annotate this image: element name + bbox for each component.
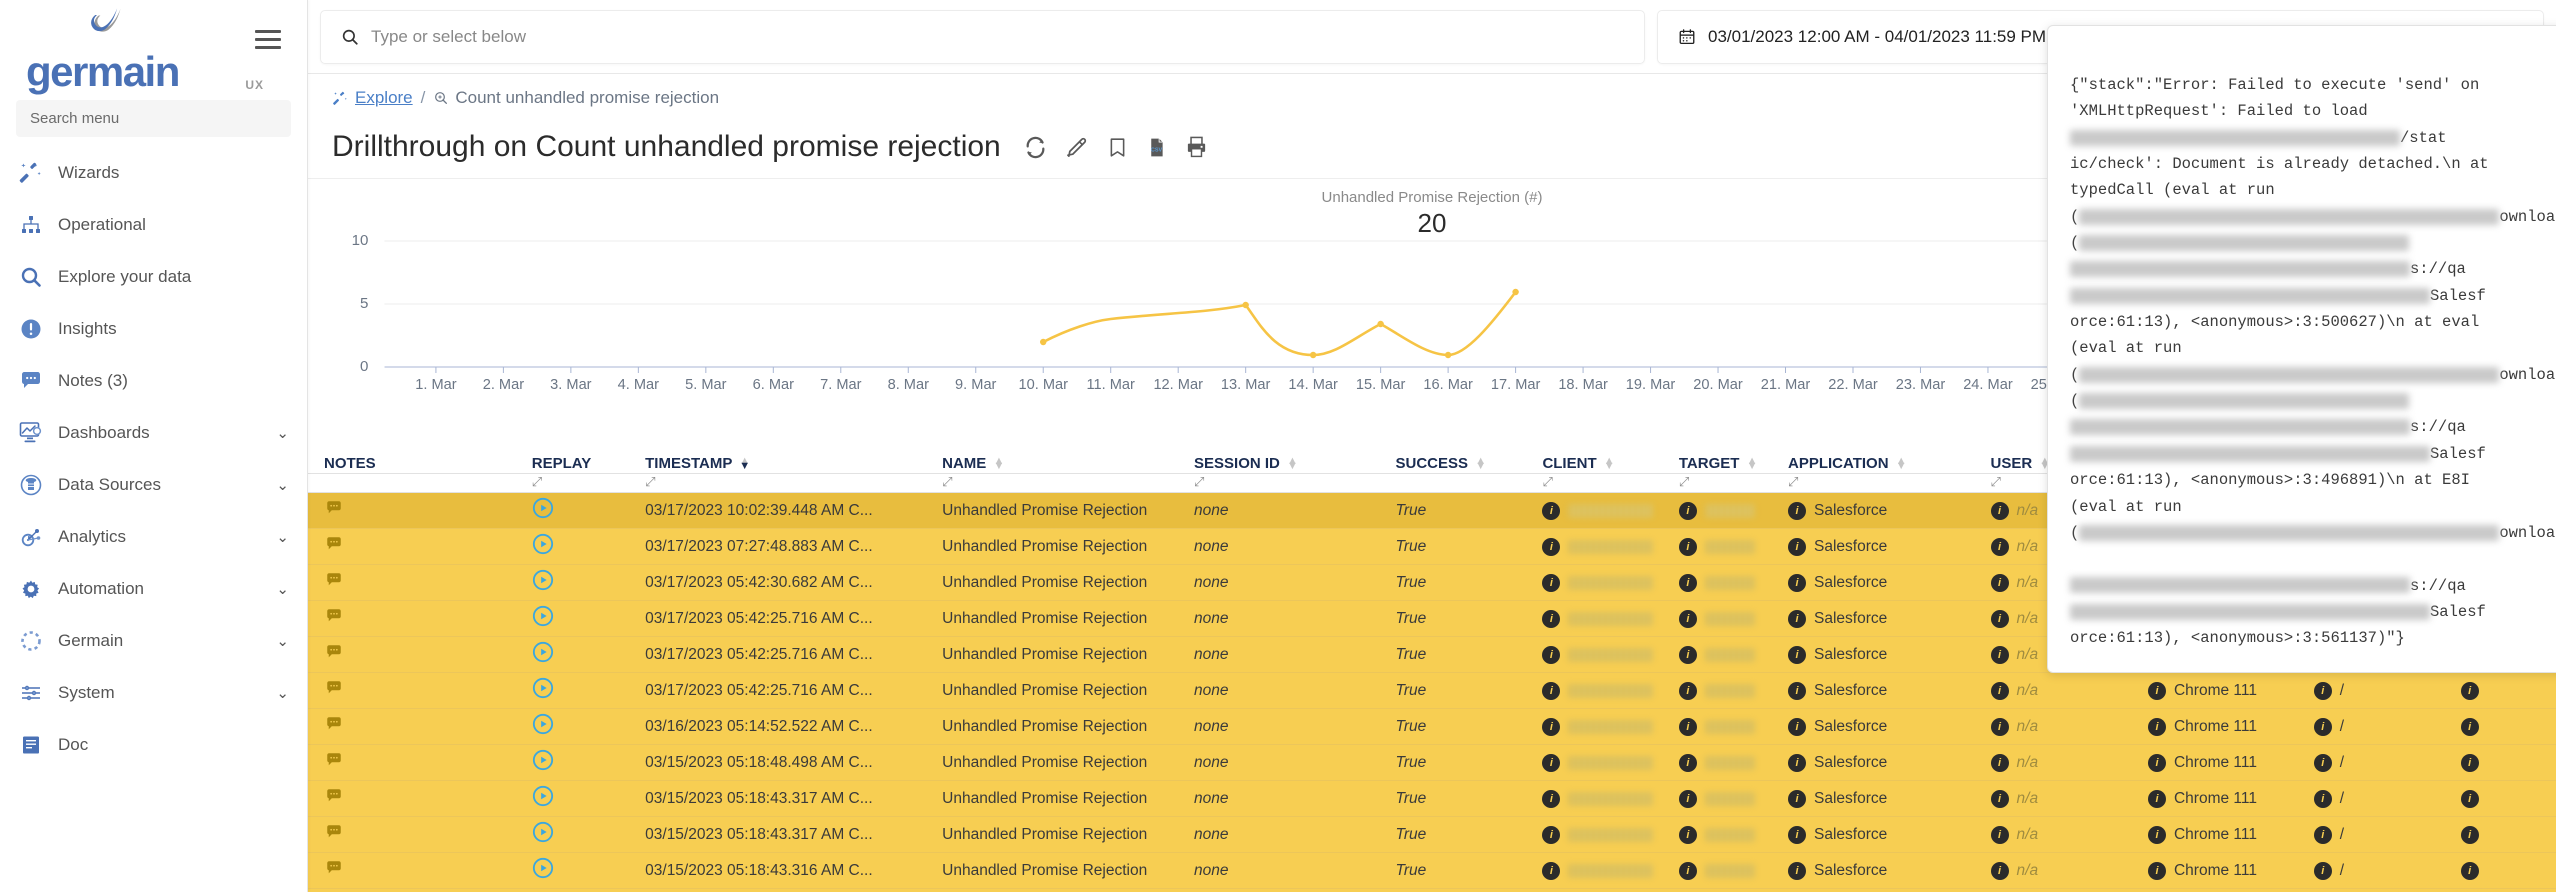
svg-text:4. Mar: 4. Mar [618,377,660,393]
svg-text:0: 0 [360,358,368,375]
svg-text:14. Mar: 14. Mar [1288,377,1338,393]
svg-text:19. Mar: 19. Mar [1626,377,1676,393]
svg-text:22. Mar: 22. Mar [1828,377,1878,393]
svg-text:16. Mar: 16. Mar [1423,377,1473,393]
svg-text:15. Mar: 15. Mar [1356,377,1406,393]
svg-text:21. Mar: 21. Mar [1761,377,1811,393]
svg-text:13. Mar: 13. Mar [1221,377,1271,393]
svg-text:24. Mar: 24. Mar [1963,377,2013,393]
svg-text:17. Mar: 17. Mar [1491,377,1541,393]
svg-text:8. Mar: 8. Mar [888,377,930,393]
svg-text:9. Mar: 9. Mar [955,377,997,393]
svg-text:2. Mar: 2. Mar [483,377,525,393]
svg-text:5. Mar: 5. Mar [685,377,727,393]
svg-text:10: 10 [352,232,369,249]
svg-text:6. Mar: 6. Mar [753,377,795,393]
svg-text:3. Mar: 3. Mar [550,377,592,393]
svg-text:10. Mar: 10. Mar [1018,377,1068,393]
svg-text:12. Mar: 12. Mar [1153,377,1203,393]
svg-text:5: 5 [360,295,368,312]
svg-text:23. Mar: 23. Mar [1896,377,1946,393]
svg-text:18. Mar: 18. Mar [1558,377,1608,393]
svg-text:7. Mar: 7. Mar [820,377,862,393]
svg-text:20. Mar: 20. Mar [1693,377,1743,393]
svg-text:11. Mar: 11. Mar [1087,377,1136,393]
svg-text:1. Mar: 1. Mar [415,377,457,393]
svg-text:CSV: CSV [1151,147,1163,153]
